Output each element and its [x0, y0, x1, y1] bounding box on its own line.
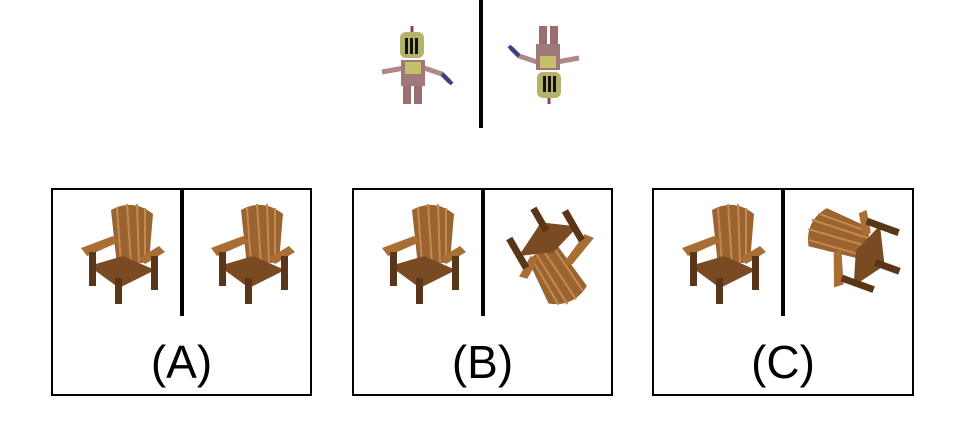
chair-rotated-side-icon [799, 200, 909, 300]
knight-upright-icon [372, 22, 456, 108]
option-c-box[interactable]: (C) [652, 188, 914, 396]
chair-rotated-icon [504, 198, 604, 308]
option-a-divider [180, 190, 184, 316]
reference-divider [479, 0, 483, 128]
knight-upside-down-icon [505, 22, 589, 108]
option-a-box[interactable]: (A) [51, 188, 312, 396]
option-b-label: (B) [354, 335, 611, 389]
option-c-divider [781, 190, 785, 316]
option-a-label: (A) [53, 335, 310, 389]
chair-upright-icon [374, 200, 474, 308]
chair-upright-icon [674, 200, 774, 308]
option-b-divider [481, 190, 485, 316]
option-b-box[interactable]: (B) [352, 188, 613, 396]
option-c-label: (C) [654, 335, 912, 389]
chair-upright-icon [203, 200, 303, 308]
chair-upright-icon [73, 200, 173, 308]
